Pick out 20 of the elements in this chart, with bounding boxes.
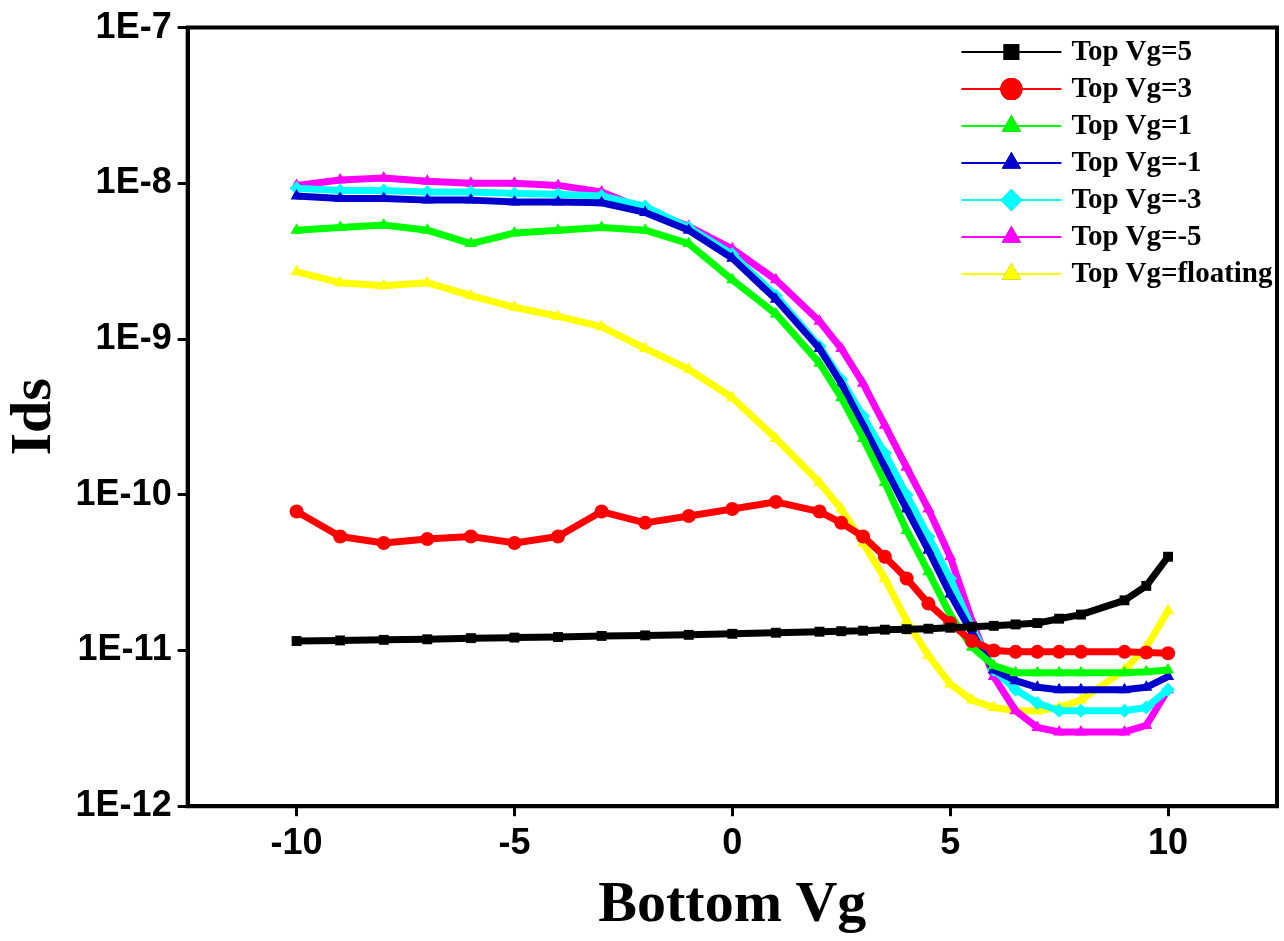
y-tick-label: 1E-7 bbox=[95, 4, 172, 46]
x-tick-label: 10 bbox=[1148, 820, 1189, 862]
x-axis-title: Bottom Vg bbox=[598, 869, 867, 935]
y-tick-label: 1E-10 bbox=[75, 471, 172, 513]
y-tick-label: 1E-11 bbox=[77, 627, 172, 669]
legend-label: Top Vg=1 bbox=[1071, 107, 1192, 140]
x-tick-label: 5 bbox=[940, 820, 961, 862]
y-tick-label: 1E-9 bbox=[95, 315, 172, 357]
legend-label: Top Vg=3 bbox=[1071, 70, 1192, 103]
legend-label: Top Vg=5 bbox=[1071, 33, 1192, 66]
y-axis-title: Ids bbox=[0, 378, 63, 456]
y-tick-label: 1E-12 bbox=[75, 783, 172, 825]
x-tick-label: -10 bbox=[270, 820, 323, 862]
legend-label: Top Vg=floating bbox=[1071, 255, 1273, 288]
legend-label: Top Vg=-3 bbox=[1071, 181, 1202, 214]
y-tick-label: 1E-8 bbox=[95, 160, 172, 202]
legend-label: Top Vg=-1 bbox=[1071, 144, 1202, 177]
x-tick-label: -5 bbox=[498, 820, 531, 862]
legend-label: Top Vg=-5 bbox=[1071, 218, 1202, 251]
x-tick-label: 0 bbox=[722, 820, 743, 862]
